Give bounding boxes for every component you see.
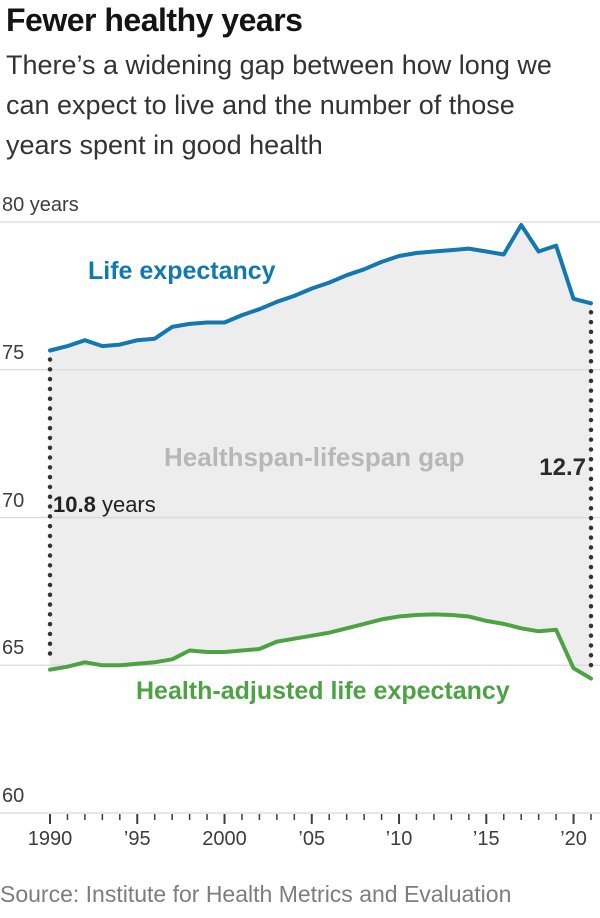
page-title: Fewer healthy years: [6, 2, 303, 38]
hale-series-label: Health-adjusted life expectancy: [136, 677, 510, 705]
x-axis-label-2020: ’20: [560, 828, 587, 850]
y-axis-label-80: 80 years: [2, 194, 79, 216]
gap-start-value-label: 10.8 years: [53, 492, 156, 518]
life-expectancy-line: [48, 223, 593, 353]
x-axis-label-2000: 2000: [202, 828, 247, 850]
gap-end-value-label: 12.7: [539, 454, 586, 481]
x-axis-label-1990: 1990: [27, 828, 73, 850]
gap-start-suffix: years: [101, 492, 156, 517]
gap-start-value: 10.8: [53, 492, 96, 517]
y-axis-label-60: 60: [2, 785, 25, 807]
x-axis-label-2005: ’05: [298, 828, 326, 850]
y-axis-label-75: 75: [2, 341, 25, 364]
life-expectancy-series-label: Life expectancy: [88, 257, 276, 285]
hale-line: [48, 612, 593, 681]
gap-area-label: Healthspan-lifespan gap: [164, 442, 465, 472]
x-axis-label-1995: ’95: [123, 828, 151, 850]
chart-subtitle: There’s a widening gap between how long …: [6, 50, 552, 160]
source-credit: Source: Institute for Health Metrics and…: [0, 881, 512, 907]
y-axis-label-70: 70: [2, 489, 25, 512]
y-axis-label-65: 65: [2, 637, 25, 660]
healthspan-gap-area: [50, 225, 591, 679]
x-axis-label-2010: ’10: [385, 828, 413, 850]
x-axis-label-2015: ’15: [472, 828, 500, 850]
